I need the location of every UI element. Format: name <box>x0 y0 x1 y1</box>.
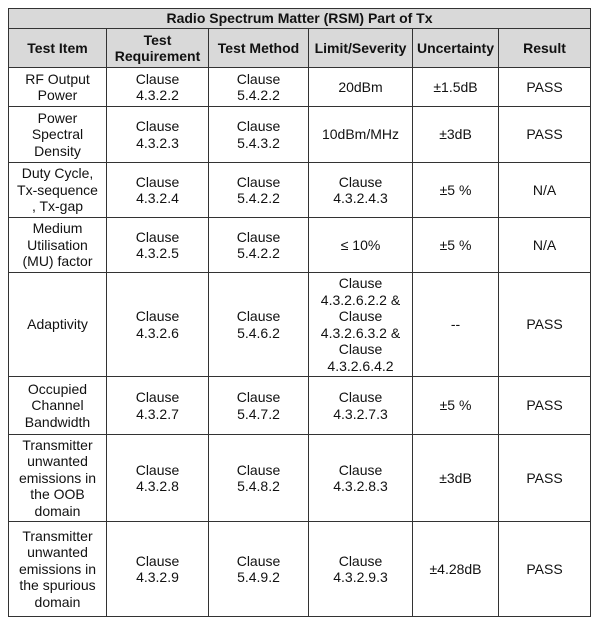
table-row: Medium Utilisation (MU) factor Clause 4.3… <box>8 217 591 273</box>
table-cell: Clause 5.4.6.2 <box>208 272 309 377</box>
table-cell: Clause 5.4.8.2 <box>208 434 309 522</box>
table-cell: ±5 % <box>412 217 499 273</box>
table-cell: Transmitter unwanted emissions in the sp… <box>8 521 107 617</box>
table-cell: PASS <box>498 434 591 522</box>
table-body: Radio Spectrum Matter (RSM) Part of Tx T… <box>8 8 591 617</box>
title-row: Radio Spectrum Matter (RSM) Part of Tx <box>8 8 591 29</box>
table-cell: Clause 5.4.2.2 <box>208 217 309 273</box>
table-cell: Clause 4.3.2.3 <box>106 106 209 163</box>
table-cell: Occupied Channel Bandwidth <box>8 376 107 435</box>
table-row: Occupied Channel Bandwidth Clause 4.3.2.7… <box>8 376 591 435</box>
table-cell: ±5 % <box>412 162 499 218</box>
table-cell: ≤ 10% <box>308 217 413 273</box>
table-cell: Clause 5.4.3.2 <box>208 106 309 163</box>
table-cell: PASS <box>498 67 591 107</box>
table-cell: PASS <box>498 272 591 377</box>
table-cell: -- <box>412 272 499 377</box>
header-cell: Limit/Severity <box>308 28 413 68</box>
table-cell: Clause 4.3.2.7.3 <box>308 376 413 435</box>
header-cell: Uncertainty <box>412 28 499 68</box>
table-title: Radio Spectrum Matter (RSM) Part of Tx <box>8 8 591 29</box>
page: {"table": { "title": "Radio Spectrum Mat… <box>8 8 591 617</box>
table-cell: RF Output Power <box>8 67 107 107</box>
table-cell: Clause 4.3.2.6 <box>106 272 209 377</box>
table-cell: ±5 % <box>412 376 499 435</box>
table-cell: Clause 4.3.2.9.3 <box>308 521 413 617</box>
table-row: Power Spectral Density Clause 4.3.2.3 Clau… <box>8 106 591 163</box>
table-cell: Medium Utilisation (MU) factor <box>8 217 107 273</box>
table-cell: N/A <box>498 162 591 218</box>
table-wrap: Radio Spectrum Matter (RSM) Part of Tx T… <box>8 8 591 617</box>
table-cell: Adaptivity <box>8 272 107 377</box>
table-cell: Clause 4.3.2.2 <box>106 67 209 107</box>
header-cell: Test Item <box>8 28 107 68</box>
table-cell: Clause 4.3.2.7 <box>106 376 209 435</box>
table-cell: Transmitter unwanted emissions in the OO… <box>8 434 107 522</box>
table-cell: Clause 5.4.7.2 <box>208 376 309 435</box>
header-cell: Test Method <box>208 28 309 68</box>
table-cell: 20dBm <box>308 67 413 107</box>
table-cell: Clause 4.3.2.4.3 <box>308 162 413 218</box>
table-cell: ±4.28dB <box>412 521 499 617</box>
table-cell: 10dBm/MHz <box>308 106 413 163</box>
table-cell: Clause 5.4.2.2 <box>208 67 309 107</box>
table-cell: Clause 4.3.2.4 <box>106 162 209 218</box>
table: Radio Spectrum Matter (RSM) Part of Tx T… <box>8 8 591 617</box>
table-cell: PASS <box>498 376 591 435</box>
table-row: RF Output Power Clause 4.3.2.2 Clause 5.4.… <box>8 67 591 107</box>
header-cell: Result <box>498 28 591 68</box>
table-row: Transmitter unwanted emissions in the OO… <box>8 434 591 522</box>
table-cell: Clause 5.4.2.2 <box>208 162 309 218</box>
table-row: Transmitter unwanted emissions in the sp… <box>8 521 591 617</box>
table-cell: Power Spectral Density <box>8 106 107 163</box>
table-cell: ±3dB <box>412 106 499 163</box>
table-row: Adaptivity Clause 4.3.2.6 Clause 5.4.6.2 Cl… <box>8 272 591 377</box>
table-cell: Clause 4.3.2.8 <box>106 434 209 522</box>
table-cell: N/A <box>498 217 591 273</box>
header-cell: Test Requirement <box>106 28 209 68</box>
header-row: Test Item Test Requirement Test Method Limi… <box>8 28 591 68</box>
table-cell: PASS <box>498 521 591 617</box>
table-cell: Clause 5.4.9.2 <box>208 521 309 617</box>
table-row: Duty Cycle, Tx-sequence , Tx-gap Clause 4… <box>8 162 591 218</box>
table-cell: Duty Cycle, Tx-sequence , Tx-gap <box>8 162 107 218</box>
table-cell: ±1.5dB <box>412 67 499 107</box>
table-cell: Clause 4.3.2.6.2.2 & Clause 4.3.2.6.3.2 … <box>308 272 413 377</box>
table-cell: ±3dB <box>412 434 499 522</box>
table-cell: Clause 4.3.2.9 <box>106 521 209 617</box>
table-cell: Clause 4.3.2.8.3 <box>308 434 413 522</box>
table-cell: Clause 4.3.2.5 <box>106 217 209 273</box>
table-cell: PASS <box>498 106 591 163</box>
